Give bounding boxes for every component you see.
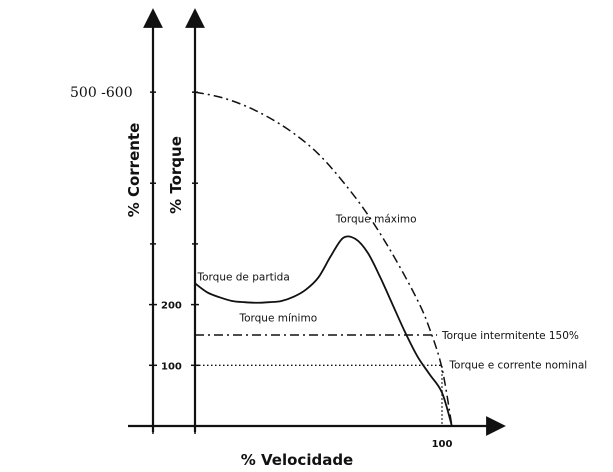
x-tick-label-0: 100 — [432, 439, 453, 450]
y-top-label: 500 -600 — [70, 85, 133, 101]
series-line-1-dashdot — [194, 91, 453, 427]
annotation-3: Torque intermitente 150% — [441, 330, 579, 342]
series-line-0-solid — [194, 235, 453, 427]
series-line-3-dotted — [195, 364, 443, 426]
annotation-4: Torque e corrente nominal — [448, 359, 587, 371]
y-tick-label-1: 200 — [161, 301, 182, 312]
y-axis-title-torque: % Torque — [167, 136, 185, 214]
annotation-1: Torque de partida — [196, 271, 289, 283]
annotation-0: Torque máximo — [335, 214, 417, 226]
x-axis-title: % Velocidade — [241, 451, 353, 469]
annotation-2: Torque mínimo — [238, 313, 317, 325]
y-tick-label-0: 100 — [161, 361, 182, 372]
y-axis-title-current: % Corrente — [125, 123, 143, 218]
